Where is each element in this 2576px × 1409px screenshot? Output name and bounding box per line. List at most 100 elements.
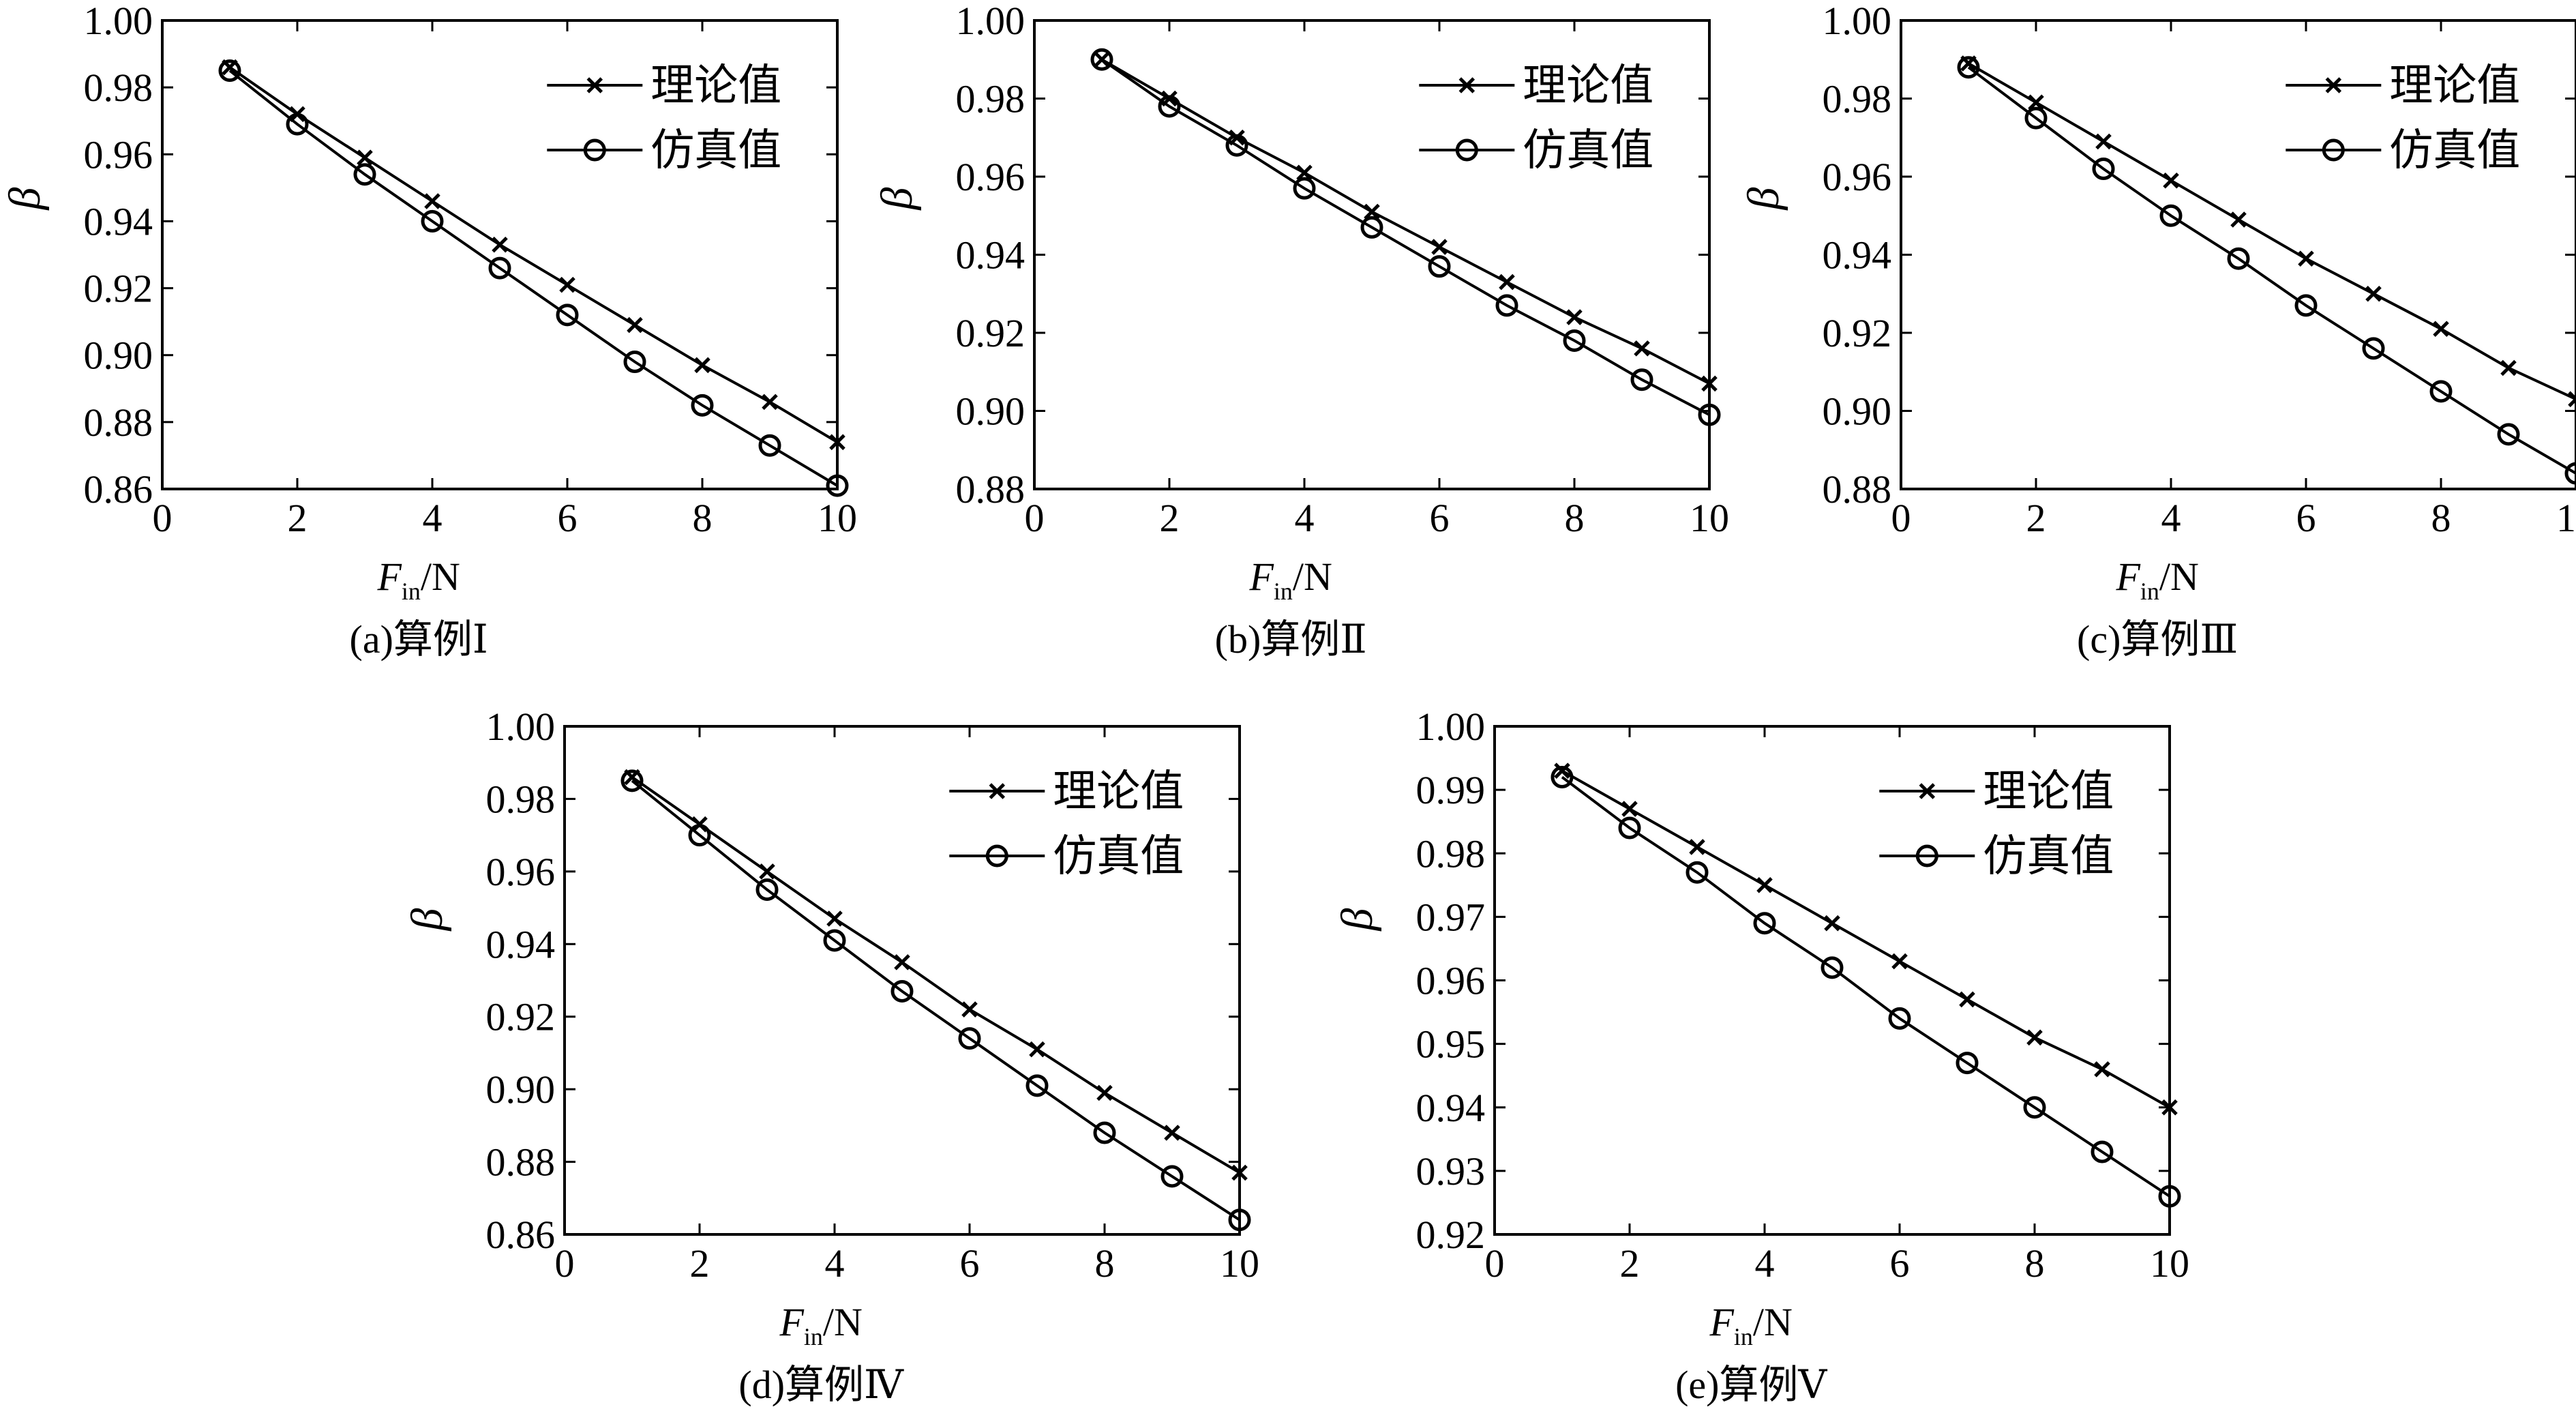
data-point [1630, 368, 1653, 391]
data-point [2564, 462, 2576, 485]
x-axis-label: Fin/N [376, 554, 460, 605]
data-point [1164, 1125, 1180, 1141]
series-line [1100, 58, 1710, 385]
data-point [1698, 403, 1721, 426]
y-tick-label: 0.94 [1823, 233, 1892, 278]
x-tick-label: 10 [1220, 1241, 1259, 1286]
y-tick-label: 0.98 [1823, 77, 1892, 121]
data-point [488, 256, 511, 280]
x-axis-label: Fin/N [1709, 1300, 1792, 1350]
legend-label: 理论值 [2389, 61, 2520, 110]
series-line [228, 66, 839, 444]
series-simulated [1551, 766, 2181, 1208]
data-point [2094, 1061, 2110, 1078]
data-point [2298, 250, 2314, 267]
data-point [1956, 1052, 1979, 1075]
series-line [1100, 58, 1710, 416]
data-point [559, 276, 575, 293]
y-tick-label: 0.98 [956, 77, 1025, 121]
x-axis-label-symbol: F [1248, 554, 1274, 599]
chart-panel-1: 0 2 4 6 8 10 0.86 0.88 0.90 0.92 0.94 0.96 0.98 1.00 F… [0, 0, 857, 662]
x-tick-label: 8 [2025, 1241, 2045, 1286]
x-tick-label: 0 [153, 496, 173, 540]
legend-label: 理论值 [1983, 767, 2114, 816]
series-line [1967, 62, 2576, 401]
x-tick-label: 10 [2150, 1241, 2189, 1286]
y-tick-label: 0.88 [486, 1140, 556, 1185]
data-point [1228, 1208, 1251, 1232]
x-tick-label: 2 [288, 496, 308, 540]
x-tick-label: 2 [1160, 496, 1180, 540]
y-tick-label: 0.94 [1416, 1086, 1486, 1130]
x-tick-label: 0 [1485, 1241, 1505, 1286]
series-simulated [1957, 56, 2576, 485]
legend-label: 仿真值 [1523, 126, 1653, 175]
y-tick-label: 0.97 [1416, 895, 1486, 939]
data-point [2365, 285, 2382, 302]
data-point [758, 434, 781, 457]
x-tick-label: 8 [1095, 1241, 1115, 1286]
data-point [1499, 273, 1515, 291]
y-tick-label: 1.00 [1823, 0, 1892, 43]
x-tick-label: 4 [1755, 1241, 1775, 1286]
data-point [958, 1027, 981, 1050]
series-theoretical [222, 59, 845, 451]
x-axis-label-subscript: in [402, 578, 421, 605]
y-tick-label: 0.88 [84, 400, 153, 445]
data-point [1689, 839, 1705, 855]
data-point [2163, 172, 2179, 189]
data-point [961, 1001, 978, 1018]
x-axis-label-symbol: F [1709, 1300, 1734, 1344]
y-tick-label: 0.96 [1416, 959, 1486, 1003]
legend-marker [2325, 77, 2342, 93]
legend-label: 理论值 [650, 61, 781, 110]
legend-marker [586, 77, 603, 93]
data-point [2026, 1029, 2043, 1046]
y-axis-label: β [0, 187, 50, 211]
data-point [1431, 239, 1448, 255]
x-tick-label: 10 [1690, 496, 1729, 540]
series-simulated [218, 59, 849, 497]
x-axis-label-symbol: F [2115, 554, 2140, 599]
data-point [2028, 94, 2044, 110]
y-tick-label: 0.92 [1823, 311, 1892, 355]
data-point [1618, 816, 1641, 840]
data-point [1096, 1084, 1113, 1101]
data-point [1621, 801, 1638, 817]
data-point [1551, 766, 1574, 788]
data-point [1293, 177, 1316, 200]
legend-marker [1915, 844, 1938, 867]
x-tick-label: 4 [825, 1241, 845, 1286]
y-tick-label: 1.00 [1416, 704, 1486, 749]
x-tick-label: 2 [2026, 496, 2046, 540]
data-point [823, 929, 846, 952]
data-point [1959, 991, 1975, 1008]
data-point [1634, 340, 1650, 357]
series-theoretical [1554, 762, 2178, 1116]
data-point [2433, 321, 2449, 338]
y-tick-label: 0.88 [1823, 467, 1892, 511]
series-line [1561, 769, 2170, 1109]
data-point [2568, 391, 2576, 408]
panel-caption: (a)算例Ⅰ [350, 617, 488, 662]
x-tick-label: 6 [1430, 496, 1450, 540]
y-tick-label: 1.00 [956, 0, 1025, 43]
data-point [1824, 915, 1840, 932]
panel-caption: (b)算例Ⅱ [1215, 617, 1367, 662]
data-point [1957, 56, 1980, 79]
y-tick-label: 1.00 [486, 704, 556, 749]
y-tick-label: 0.90 [1823, 389, 1892, 434]
data-point [1563, 329, 1586, 352]
y-tick-label: 0.94 [956, 233, 1025, 278]
data-point [492, 237, 508, 253]
y-tick-label: 0.98 [486, 777, 556, 821]
data-point [1160, 1165, 1184, 1188]
data-point [218, 59, 241, 83]
data-point [357, 149, 373, 166]
data-point [1093, 1121, 1116, 1144]
y-tick-label: 0.98 [1416, 831, 1486, 876]
x-axis-label-unit: /N [1753, 1300, 1793, 1344]
chart-panel-5: 0 2 4 6 8 10 0.92 0.93 0.94 0.95 0.96 0.97 0.98 0.99 1… [1332, 704, 2189, 1407]
